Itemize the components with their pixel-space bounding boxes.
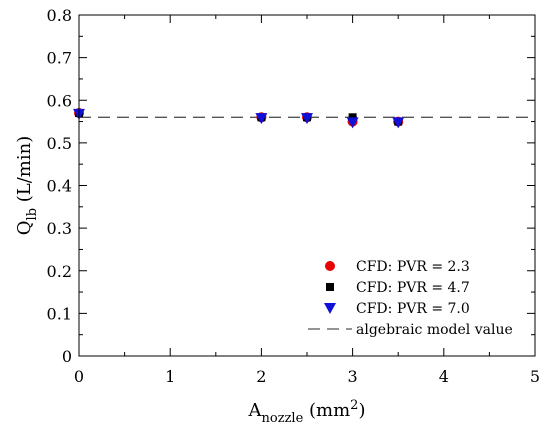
x-axis-label-unit-sup: 2 bbox=[350, 398, 358, 413]
y-axis-label-main: Q bbox=[14, 220, 35, 235]
y-tick-labels: 0 0.1 0.2 0.3 0.4 0.5 0.6 0.7 0.8 bbox=[47, 6, 72, 366]
y-tick-label: 0 bbox=[62, 347, 72, 366]
y-axis-label: Qlb (L/min) bbox=[14, 136, 40, 235]
x-axis-label-main: A bbox=[248, 400, 263, 421]
y-tick-label: 0.1 bbox=[47, 304, 72, 323]
legend: CFD: PVR = 2.3 CFD: PVR = 4.7 CFD: PVR = 7… bbox=[308, 259, 513, 338]
x-axis-label-subscript: nozzle bbox=[262, 411, 304, 426]
data-point-series-3 bbox=[392, 117, 405, 129]
y-tick-label: 0.8 bbox=[47, 6, 72, 25]
legend-marker-1 bbox=[325, 261, 335, 271]
y-tick-label: 0.4 bbox=[47, 177, 72, 196]
y-axis-label-subscript: lb bbox=[25, 208, 40, 220]
x-tick-label: 0 bbox=[74, 367, 84, 386]
legend-label-1: CFD: PVR = 2.3 bbox=[356, 259, 470, 275]
y-tick-label: 0.2 bbox=[47, 262, 72, 281]
legend-label-reference: algebraic model value bbox=[356, 322, 513, 338]
x-axis-label: Anozzle (mm2) bbox=[248, 398, 366, 426]
x-tick-label: 4 bbox=[439, 367, 449, 386]
data-point-series-3 bbox=[301, 113, 313, 125]
data-point-series-3 bbox=[255, 113, 268, 125]
y-tick-label: 0.7 bbox=[47, 49, 72, 68]
x-tick-labels: 0 1 2 3 4 5 bbox=[74, 367, 540, 386]
data-point-series-2 bbox=[348, 113, 357, 122]
data-points bbox=[73, 108, 405, 129]
plot-frame bbox=[78, 14, 536, 357]
x-axis-label-unit-close: ) bbox=[358, 400, 365, 421]
x-tick-label: 1 bbox=[165, 367, 175, 386]
data-point-series-3 bbox=[346, 117, 359, 129]
y-tick-label: 0.3 bbox=[47, 219, 72, 238]
legend-label-3: CFD: PVR = 7.0 bbox=[356, 301, 470, 317]
x-tick-label: 2 bbox=[256, 367, 266, 386]
y-tick-label: 0.5 bbox=[47, 134, 72, 153]
legend-marker-3 bbox=[324, 303, 336, 314]
x-axis-label-unit: (mm bbox=[303, 400, 350, 421]
legend-label-2: CFD: PVR = 4.7 bbox=[356, 280, 470, 296]
y-tick-label: 0.6 bbox=[47, 91, 72, 110]
x-tick-label: 3 bbox=[348, 367, 358, 386]
y-axis-label-unit: (L/min) bbox=[14, 136, 35, 208]
legend-marker-2 bbox=[326, 283, 334, 291]
x-tick-label: 5 bbox=[530, 367, 540, 386]
